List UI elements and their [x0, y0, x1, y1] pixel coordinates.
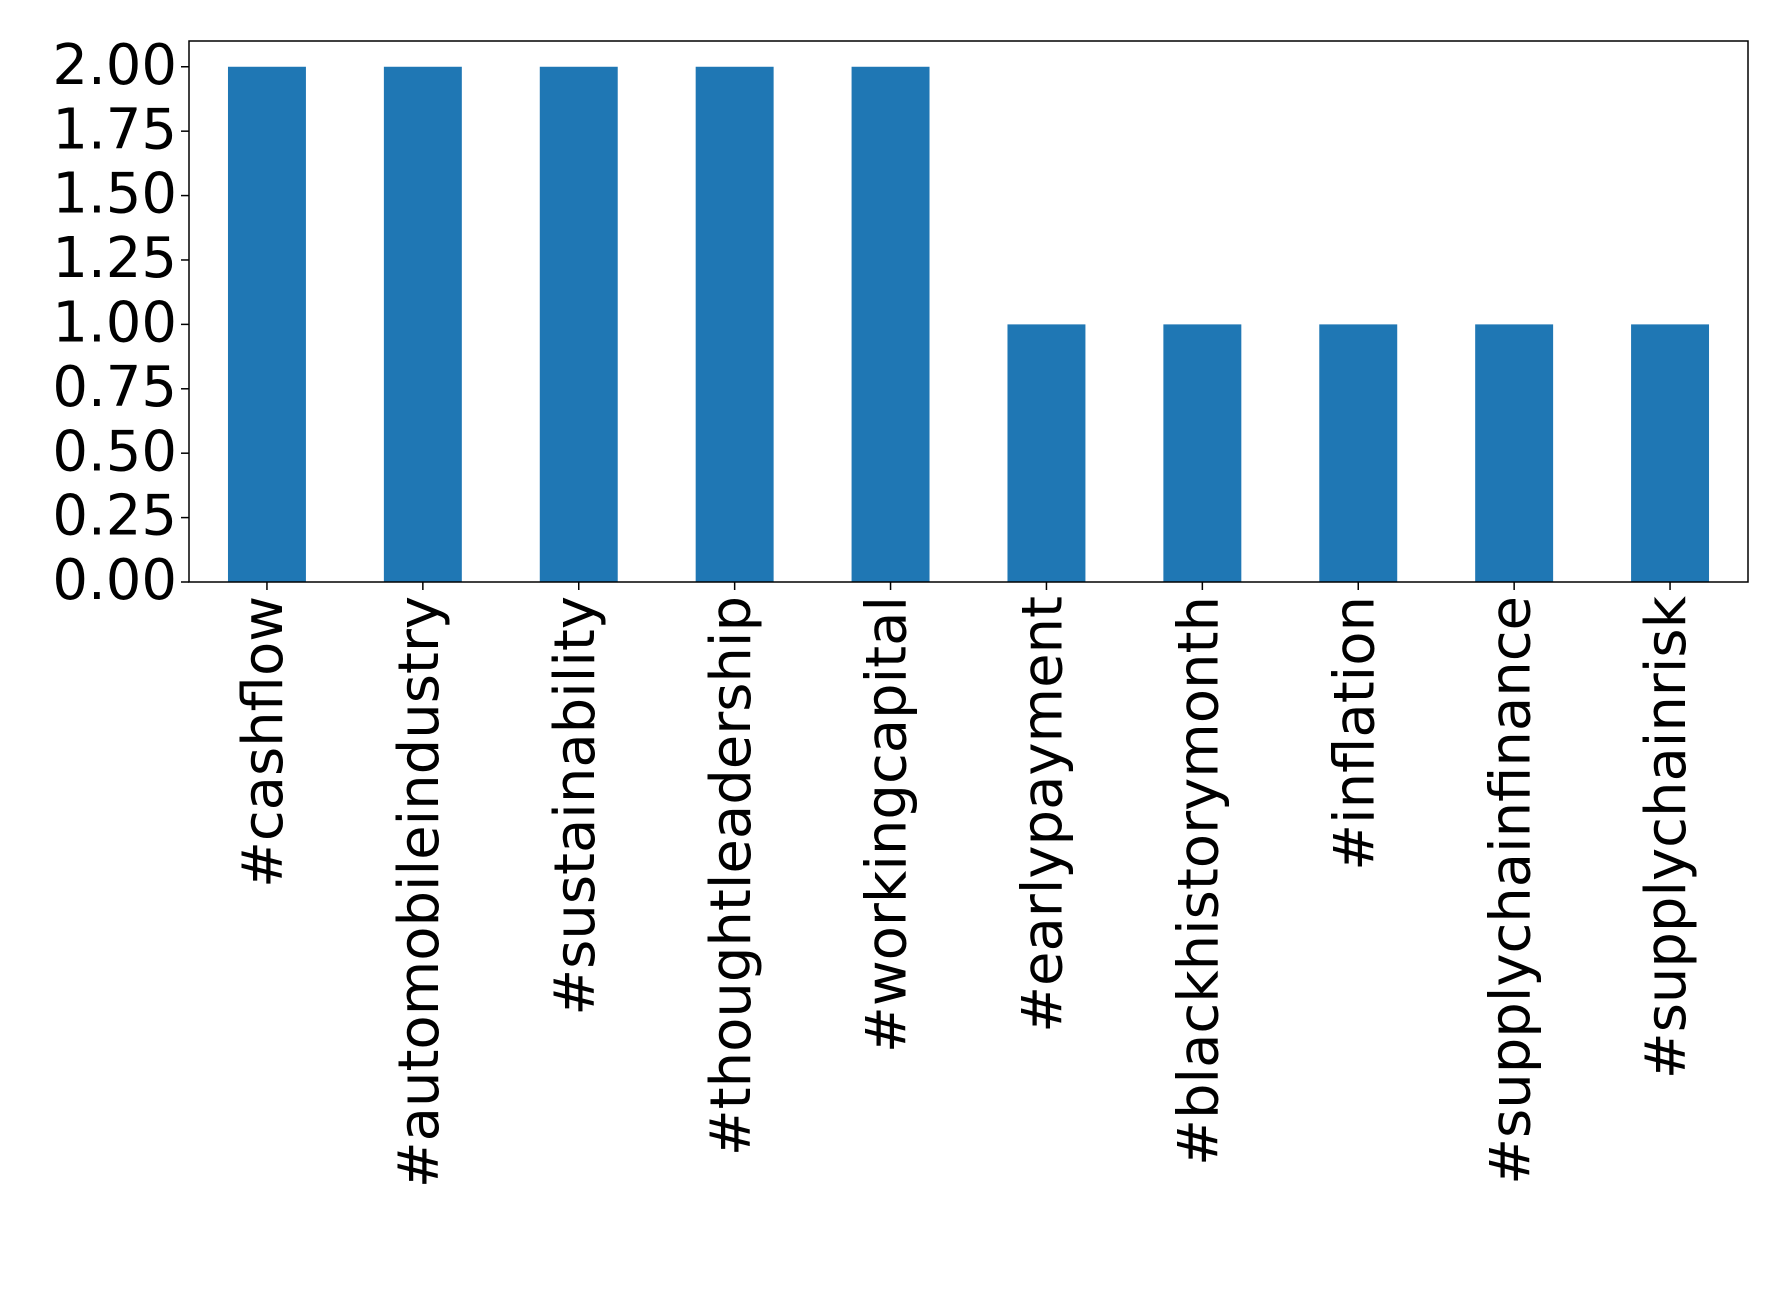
y-tick-label: 2.00 [52, 33, 177, 98]
y-tick-label: 1.00 [52, 291, 177, 356]
x-tick-label: #supplychainfinance [1478, 596, 1543, 1185]
x-tick-label: #sustainability [543, 596, 608, 1016]
y-tick-label: 0.25 [52, 484, 177, 549]
x-tick-label: #automobileindustry [387, 596, 452, 1188]
bar [227, 66, 306, 582]
x-tick-label: #supplychainrisk [1634, 595, 1699, 1079]
bar [539, 66, 618, 582]
bar [383, 66, 462, 582]
plot-frame [188, 40, 1749, 583]
x-tick-label: #cashflow [231, 596, 296, 888]
x-tick-label: #earlypayment [1011, 596, 1076, 1033]
x-tick-label: #blackhistorymonth [1166, 596, 1231, 1166]
y-tick-label: 0.50 [52, 419, 177, 484]
bar [695, 66, 774, 582]
x-tick-label: #thoughtleadership [699, 596, 764, 1156]
bar [1163, 324, 1242, 582]
y-tick-label: 1.25 [52, 226, 177, 291]
y-tick-label: 0.75 [52, 355, 177, 420]
bar [851, 66, 930, 582]
y-tick-label: 1.50 [52, 162, 177, 227]
bar [1475, 324, 1554, 582]
x-tick-label: #inflation [1322, 596, 1387, 871]
bar [1631, 324, 1710, 582]
x-tick-label: #workingcapital [855, 596, 920, 1053]
bar [1007, 324, 1086, 582]
y-tick-label: 1.75 [52, 97, 177, 162]
bar [1319, 324, 1398, 582]
y-tick-label: 0.00 [52, 548, 177, 613]
